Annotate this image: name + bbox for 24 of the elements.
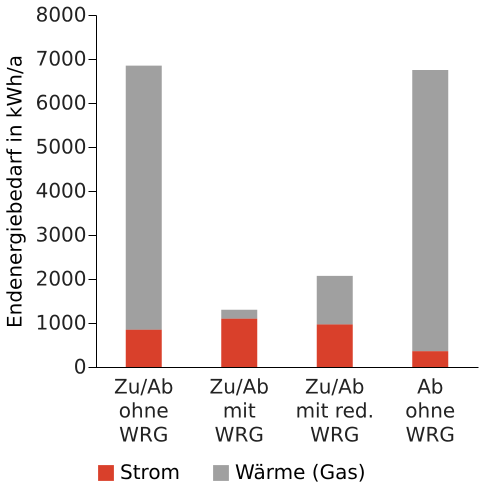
y-tick-label: 5000: [36, 134, 86, 158]
legend-label: Strom: [120, 460, 180, 484]
y-tick-label: 4000: [36, 178, 86, 202]
y-tick-label: 3000: [36, 222, 86, 246]
x-tick-label: Ab ohne WRG: [405, 374, 456, 446]
y-tick-label: 8000: [36, 2, 86, 26]
bar: [221, 318, 258, 367]
bar: [412, 351, 448, 367]
bar: [316, 276, 353, 324]
bar: [221, 310, 258, 319]
y-tick-label: 0: [74, 354, 86, 378]
x-tick-label: Zu/Ab ohne WRG: [114, 374, 174, 446]
bar: [126, 330, 162, 367]
bar: [126, 66, 162, 330]
y-tick-label: 6000: [36, 90, 86, 114]
x-tick-label: Zu/Ab mit WRG: [210, 374, 269, 446]
bar: [412, 70, 448, 352]
y-tick-label: 2000: [36, 266, 86, 290]
bar: [316, 324, 353, 367]
y-axis-title: Endenergiebedarf in kWh/a: [2, 55, 27, 328]
x-tick-label: Zu/Ab mit red. WRG: [296, 374, 374, 446]
legend-label: Wärme (Gas): [235, 460, 366, 484]
y-tick-label: 7000: [36, 46, 86, 70]
y-tick-label: 1000: [36, 310, 86, 334]
